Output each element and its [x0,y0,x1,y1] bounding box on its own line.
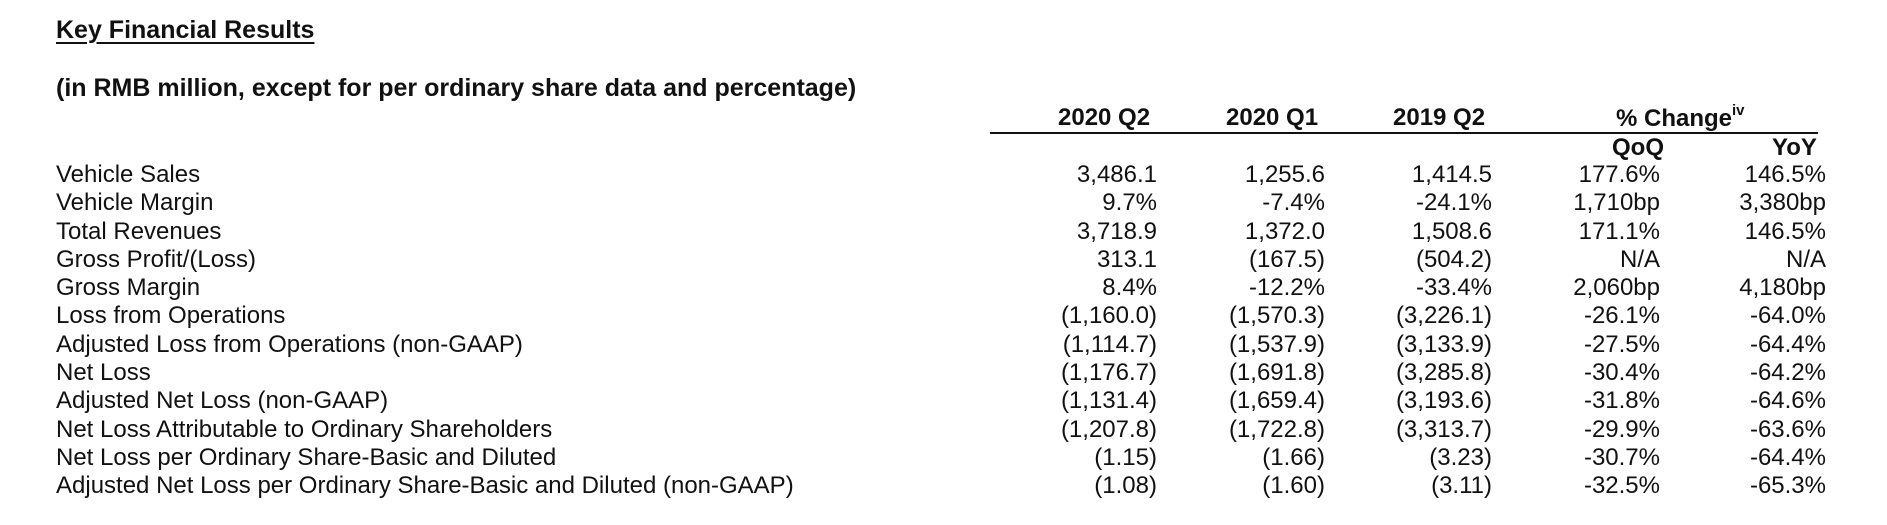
cell-2019-q2: 1,508.6 [1411,217,1492,245]
cell-2020-q1: (1,537.9) [1228,330,1325,358]
cell-qoq: 2,060bp [1573,274,1660,302]
table-title: Key Financial Results [56,16,315,44]
financial-results-table: Vehicle Sales 3,486.1 1,255.6 1,414.5 177.6%… [0,161,1887,501]
cell-2020-q2: (1,176.7) [1060,359,1157,387]
table-row: Adjusted Net Loss (non-GAAP) (1,131.4) (1,… [0,387,1887,415]
row-label: Gross Profit/(Loss) [56,245,257,273]
cell-qoq: N/A [1619,245,1660,273]
cell-qoq: -32.5% [1583,472,1660,500]
cell-yoy: -64.2% [1749,359,1826,387]
cell-qoq: -30.4% [1583,359,1660,387]
percent-change-footnote: iv [1732,102,1745,119]
cell-yoy: 4,180bp [1739,274,1826,302]
cell-2020-q2: (1,160.0) [1060,302,1157,330]
table-row: Loss from Operations (1,160.0) (1,570.3) (3… [0,302,1887,330]
row-label: Loss from Operations [56,302,286,330]
header-divider [990,132,1818,134]
column-header-percent-change: % Changeiv [1616,102,1745,133]
cell-2020-q2: (1.08) [1094,472,1157,500]
cell-2020-q2: 8.4% [1102,274,1157,302]
cell-2020-q2: 3,718.9 [1076,217,1157,245]
cell-2019-q2: 1,414.5 [1411,161,1492,188]
percent-change-label: % Change [1616,105,1733,132]
column-header-2019-q2: 2019 Q2 [1393,104,1486,131]
cell-yoy: 3,380bp [1739,189,1826,217]
cell-2020-q1: -7.4% [1262,189,1325,217]
cell-yoy: 146.5% [1744,161,1826,188]
row-label: Total Revenues [56,217,222,245]
cell-2020-q1: (1,691.8) [1228,359,1325,387]
cell-2019-q2: (504.2) [1415,245,1492,273]
table-row: Vehicle Sales 3,486.1 1,255.6 1,414.5 177.6%… [0,161,1887,189]
cell-2020-q1: (1.60) [1262,472,1325,500]
row-label: Adjusted Loss from Operations (non-GAAP) [56,330,523,358]
row-label: Gross Margin [56,274,201,302]
cell-2019-q2: (3,313.7) [1395,415,1492,443]
table-subtitle: (in RMB million, except for per ordinary… [56,74,857,102]
cell-2020-q2: 9.7% [1102,189,1157,217]
column-header-yoy: YoY [1772,134,1817,161]
cell-2020-q1: 1,255.6 [1244,161,1325,188]
cell-2020-q1: (167.5) [1248,245,1325,273]
cell-2019-q2: -33.4% [1415,274,1492,302]
row-label: Adjusted Net Loss (non-GAAP) [56,387,389,415]
cell-2020-q2: (1,207.8) [1060,415,1157,443]
cell-qoq: -30.7% [1583,443,1660,471]
column-header-qoq: QoQ [1612,134,1664,161]
table-row: Net Loss Attributable to Ordinary Shareh… [0,416,1887,444]
row-label: Net Loss [56,359,151,387]
cell-qoq: 1,710bp [1573,189,1660,217]
cell-2020-q2: 313.1 [1096,245,1157,273]
cell-2020-q2: 3,486.1 [1076,161,1157,188]
row-label: Net Loss Attributable to Ordinary Shareh… [56,415,553,443]
cell-2019-q2: (3,133.9) [1395,330,1492,358]
cell-qoq: -26.1% [1583,302,1660,330]
table-row: Adjusted Net Loss per Ordinary Share-Bas… [0,472,1887,500]
table-row: Net Loss per Ordinary Share-Basic and Di… [0,444,1887,472]
cell-2020-q1: -12.2% [1248,274,1325,302]
table-row: Total Revenues 3,718.9 1,372.0 1,508.6 171.1… [0,218,1887,246]
cell-qoq: 171.1% [1578,217,1660,245]
cell-qoq: -29.9% [1583,415,1660,443]
row-label: Adjusted Net Loss per Ordinary Share-Bas… [56,472,794,500]
cell-2020-q1: (1,659.4) [1228,387,1325,415]
cell-2019-q2: (3,285.8) [1395,359,1492,387]
cell-qoq: 177.6% [1578,161,1660,188]
cell-2019-q2: (3.23) [1429,443,1492,471]
cell-yoy: -63.6% [1749,415,1826,443]
table-row: Gross Profit/(Loss) 313.1 (167.5) (504.2) N/… [0,246,1887,274]
row-label: Vehicle Margin [56,189,214,217]
column-header-2020-q1: 2020 Q1 [1226,104,1319,131]
cell-yoy: -64.4% [1749,330,1826,358]
row-label: Net Loss per Ordinary Share-Basic and Di… [56,443,557,471]
cell-2020-q1: (1,722.8) [1228,415,1325,443]
cell-yoy: -64.0% [1749,302,1826,330]
cell-2020-q1: (1.66) [1262,443,1325,471]
table-row: Gross Margin 8.4% -12.2% -33.4% 2,060bp 4,180… [0,274,1887,302]
cell-2020-q2: (1,131.4) [1060,387,1157,415]
row-label: Vehicle Sales [56,161,201,188]
cell-2020-q1: (1,570.3) [1228,302,1325,330]
table-row: Vehicle Margin 9.7% -7.4% -24.1% 1,710bp 3,38… [0,189,1887,217]
cell-2020-q1: 1,372.0 [1244,217,1325,245]
column-header-2020-q2: 2020 Q2 [1058,104,1151,131]
cell-qoq: -31.8% [1583,387,1660,415]
cell-yoy: -65.3% [1749,472,1826,500]
cell-yoy: -64.4% [1749,443,1826,471]
cell-2020-q2: (1,114.7) [1062,330,1157,358]
table-row: Net Loss (1,176.7) (1,691.8) (3,285.8) -30.4… [0,359,1887,387]
cell-yoy: 146.5% [1744,217,1826,245]
cell-yoy: N/A [1785,245,1826,273]
cell-2019-q2: (3,193.6) [1395,387,1492,415]
cell-2019-q2: -24.1% [1415,189,1492,217]
table-row: Adjusted Loss from Operations (non-GAAP)… [0,331,1887,359]
cell-yoy: -64.6% [1749,387,1826,415]
cell-2019-q2: (3,226.1) [1395,302,1492,330]
cell-2019-q2: (3.11) [1431,472,1492,500]
cell-2020-q2: (1.15) [1094,443,1157,471]
cell-qoq: -27.5% [1583,330,1660,358]
